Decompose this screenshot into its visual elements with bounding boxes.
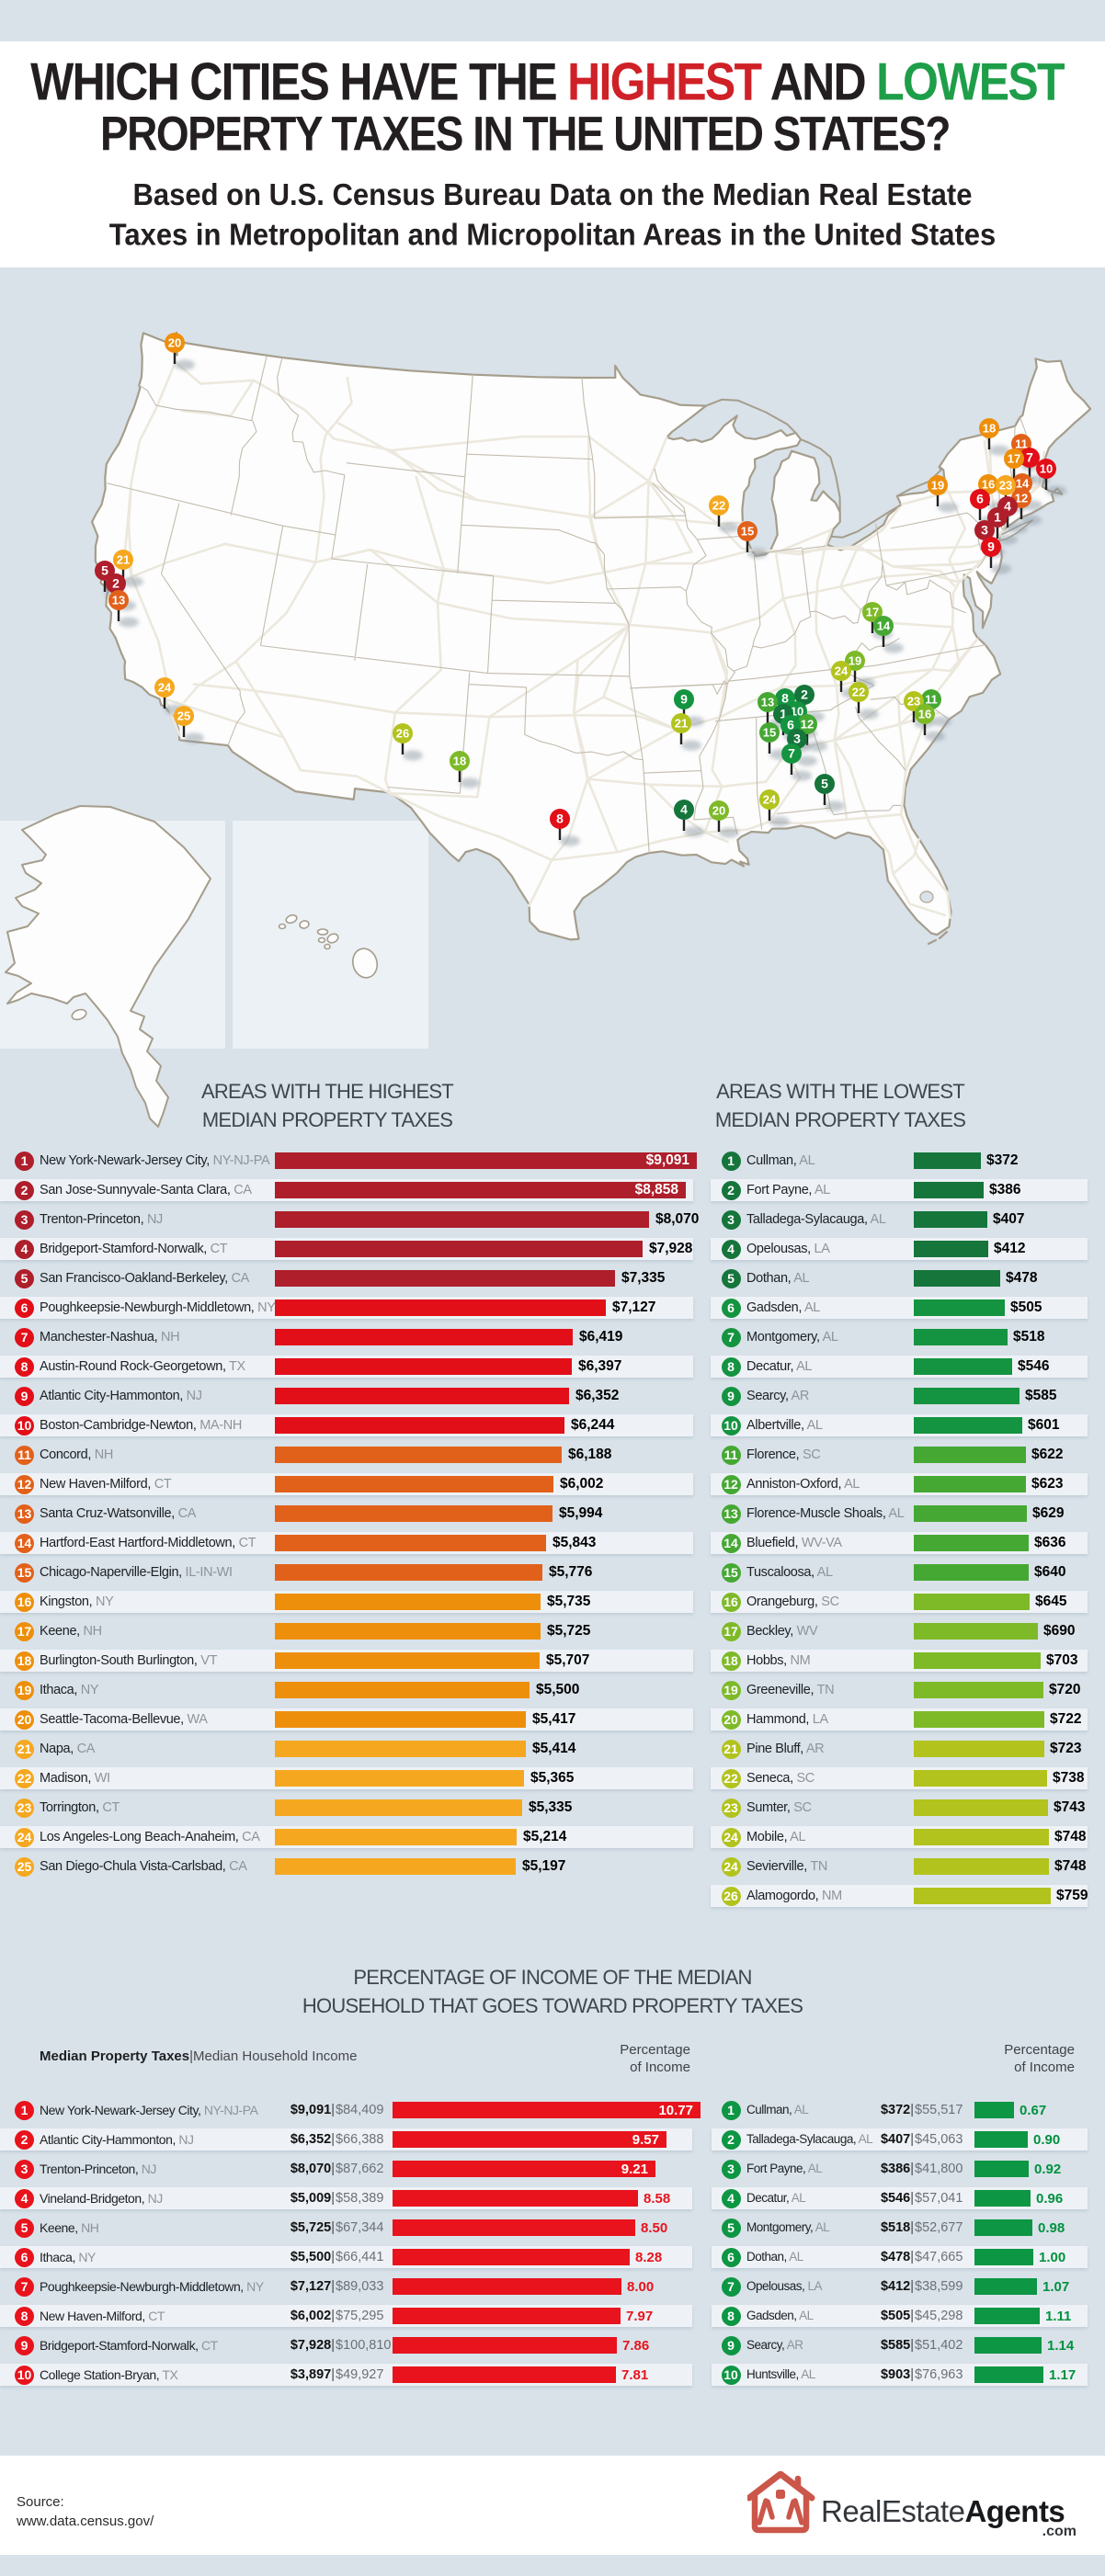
svg-text:15: 15 bbox=[741, 525, 754, 539]
svg-text:23: 23 bbox=[907, 695, 920, 709]
svg-text:19: 19 bbox=[849, 654, 861, 668]
svg-text:5: 5 bbox=[101, 563, 108, 578]
svg-text:17: 17 bbox=[866, 606, 879, 619]
svg-text:4: 4 bbox=[680, 802, 688, 817]
svg-text:13: 13 bbox=[761, 696, 774, 709]
svg-text:6: 6 bbox=[787, 718, 794, 732]
svg-text:20: 20 bbox=[712, 804, 725, 818]
svg-text:18: 18 bbox=[453, 755, 466, 768]
svg-text:24: 24 bbox=[835, 664, 849, 678]
svg-text:5: 5 bbox=[821, 777, 828, 791]
svg-text:1: 1 bbox=[994, 510, 1001, 525]
svg-text:10: 10 bbox=[1040, 462, 1053, 476]
svg-text:3: 3 bbox=[793, 732, 801, 746]
svg-text:16: 16 bbox=[982, 478, 995, 492]
svg-text:9: 9 bbox=[680, 692, 688, 707]
svg-text:9: 9 bbox=[987, 539, 995, 554]
svg-text:20: 20 bbox=[168, 336, 181, 350]
svg-text:25: 25 bbox=[177, 709, 190, 723]
svg-text:2: 2 bbox=[801, 687, 808, 702]
svg-text:3: 3 bbox=[981, 523, 988, 538]
svg-text:19: 19 bbox=[931, 479, 944, 493]
svg-text:12: 12 bbox=[801, 718, 814, 732]
svg-text:6: 6 bbox=[976, 492, 984, 506]
svg-text:11: 11 bbox=[925, 693, 938, 707]
svg-text:21: 21 bbox=[117, 553, 130, 567]
svg-text:18: 18 bbox=[983, 422, 996, 436]
svg-text:10: 10 bbox=[791, 705, 803, 719]
svg-text:23: 23 bbox=[999, 479, 1012, 493]
svg-text:4: 4 bbox=[1004, 499, 1011, 514]
svg-text:24: 24 bbox=[763, 793, 777, 807]
svg-text:8: 8 bbox=[556, 811, 564, 826]
svg-text:16: 16 bbox=[918, 708, 931, 721]
svg-text:8: 8 bbox=[781, 691, 789, 706]
svg-text:.com: .com bbox=[1042, 2524, 1077, 2539]
svg-text:22: 22 bbox=[852, 686, 865, 699]
svg-text:24: 24 bbox=[158, 681, 172, 695]
svg-text:7: 7 bbox=[788, 746, 795, 761]
svg-text:21: 21 bbox=[675, 717, 688, 731]
svg-text:1: 1 bbox=[780, 707, 787, 721]
svg-text:12: 12 bbox=[1015, 492, 1028, 505]
svg-text:22: 22 bbox=[712, 499, 725, 513]
svg-text:17: 17 bbox=[1008, 452, 1020, 466]
svg-text:RealEstateAgents: RealEstateAgents bbox=[821, 2494, 1065, 2528]
svg-text:15: 15 bbox=[763, 726, 776, 740]
svg-text:7: 7 bbox=[1026, 450, 1033, 465]
svg-text:13: 13 bbox=[112, 594, 125, 607]
svg-text:11: 11 bbox=[1015, 437, 1028, 451]
svg-text:14: 14 bbox=[1016, 477, 1030, 491]
svg-text:2: 2 bbox=[112, 576, 120, 591]
svg-text:14: 14 bbox=[877, 619, 891, 633]
svg-text:26: 26 bbox=[396, 727, 409, 741]
